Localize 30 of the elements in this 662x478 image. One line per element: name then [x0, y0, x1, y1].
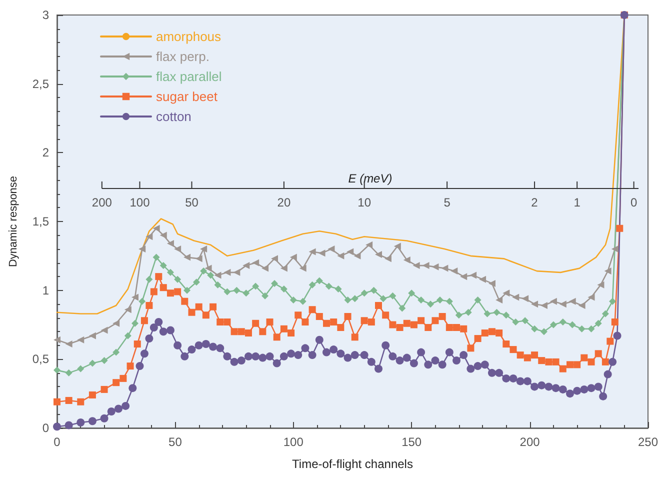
annotation: 0	[630, 195, 638, 210]
annotation: 1	[574, 195, 581, 210]
x-tick-label: 0	[54, 435, 61, 449]
y-tick-label: 1,5	[32, 214, 50, 228]
y-tick-label: 2,5	[32, 76, 50, 91]
annotation: 20	[277, 195, 291, 210]
annotation: 2	[531, 195, 538, 210]
x-tick-label: 200	[520, 435, 540, 449]
x-axis-title: Time-of-flight channels	[292, 457, 413, 471]
legend-label: flax perp.	[156, 49, 210, 64]
y-tick-label: 2	[42, 146, 50, 160]
legend-label: sugar beet	[156, 89, 218, 104]
annotation: 5	[444, 195, 451, 210]
x-tick-label: 150	[402, 435, 422, 449]
annotation: 100	[130, 195, 150, 210]
legend-label: cotton	[156, 109, 192, 124]
annotation: E (meV)	[348, 171, 392, 186]
legend-label: flax parallel	[156, 69, 222, 84]
annotation: 50	[185, 195, 199, 210]
y-tick-label: 0,5	[32, 352, 50, 366]
x-tick-label: 100	[283, 435, 304, 449]
annotation: 200	[92, 195, 112, 210]
y-tick-label: 1	[42, 283, 50, 298]
y-tick-label: 3	[42, 8, 50, 22]
annotation: 10	[358, 195, 372, 210]
legend-label: amorphous	[156, 29, 222, 44]
y-tick-label: 0	[42, 421, 50, 435]
x-tick-label: 250	[638, 435, 658, 449]
x-tick-label: 50	[168, 435, 182, 449]
y-axis-title: Dynamic response	[8, 176, 20, 268]
